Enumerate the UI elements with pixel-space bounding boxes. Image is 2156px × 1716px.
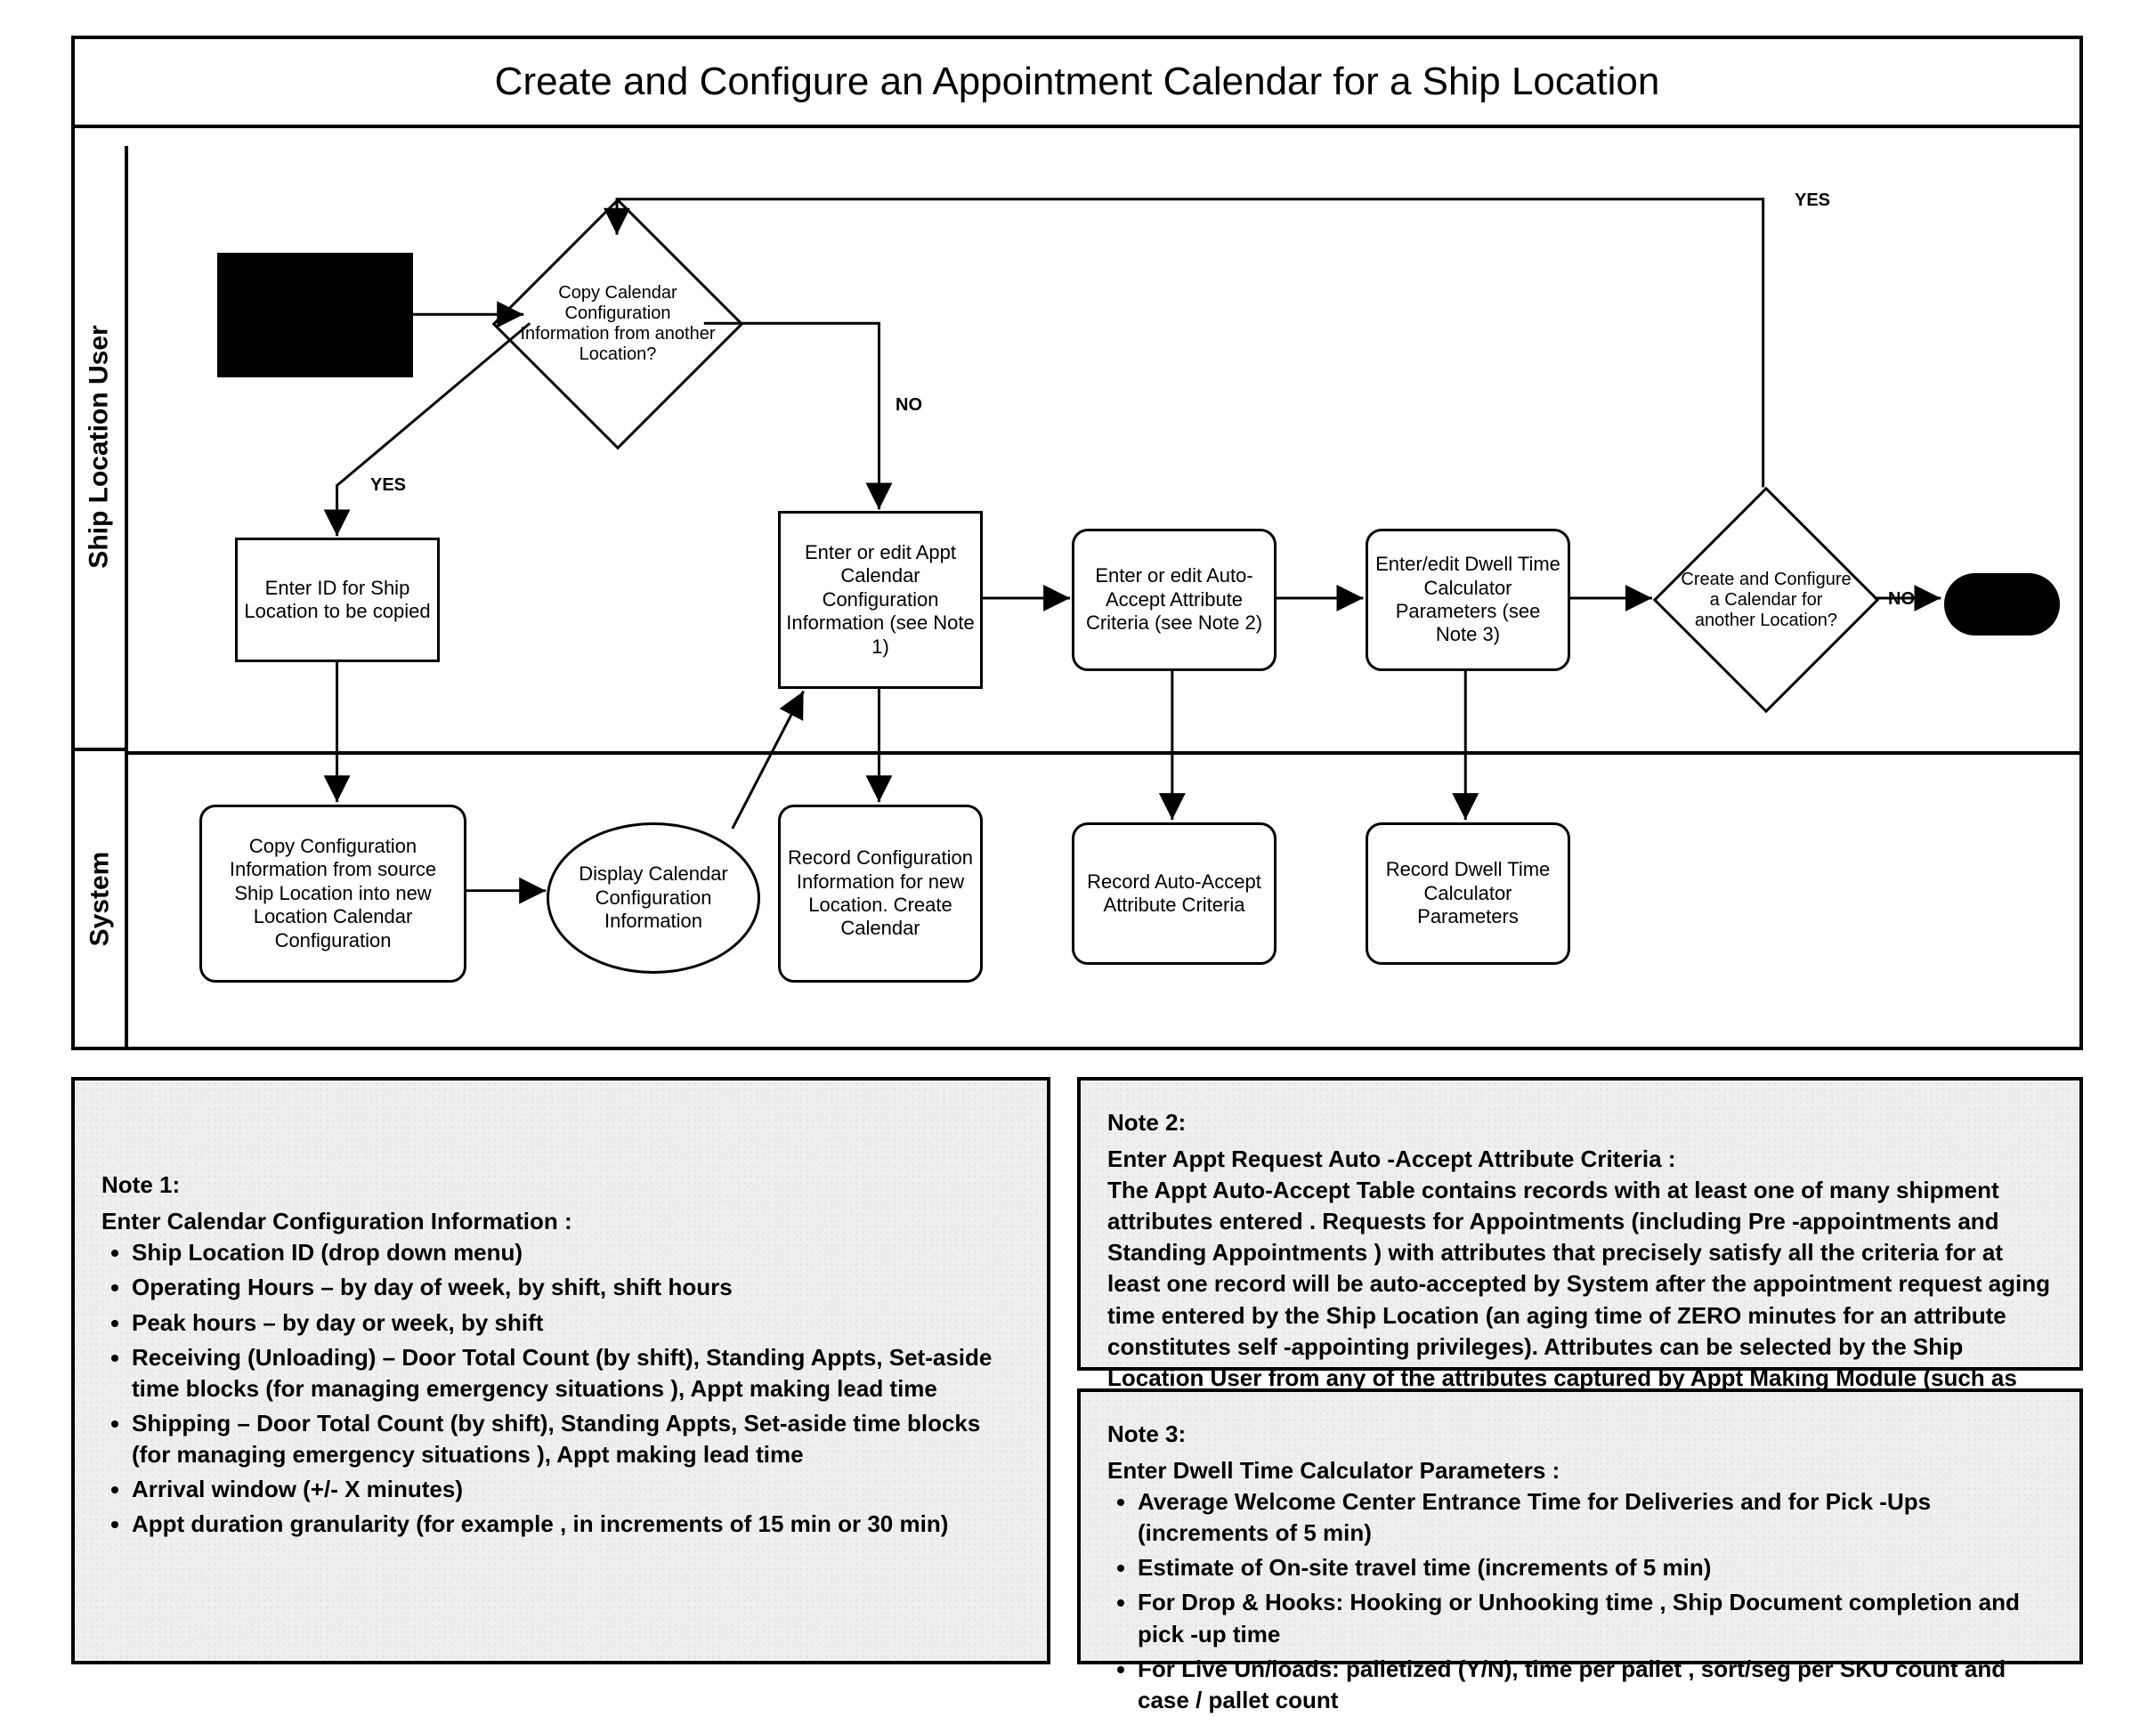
decision-another-text: Create and Configure a Calendar for anot… xyxy=(1668,520,1864,680)
note-3-item: For Live Un/loads: palletized (Y/N), tim… xyxy=(1138,1654,2053,1716)
note-1-item: Receiving (Unloading) – Door Total Count… xyxy=(132,1342,1020,1404)
note-2-subtitle: Enter Appt Request Auto -Accept Attribut… xyxy=(1107,1144,2053,1175)
edge-no-2: NO xyxy=(1886,589,1917,610)
end-node xyxy=(1944,573,2060,635)
lane-canvas: Copy Calendar Configuration Information … xyxy=(128,146,2079,1047)
decision-copy-text: Copy Calendar Configuration Information … xyxy=(511,235,725,413)
enter-config-node: Enter or edit Appt Calendar Configuratio… xyxy=(778,511,983,689)
lane-system-text: System xyxy=(85,852,115,947)
decision-copy: Copy Calendar Configuration Information … xyxy=(529,235,707,413)
note-3-subtitle: Enter Dwell Time Calculator Parameters : xyxy=(1107,1455,2053,1486)
note-2-body: The Appt Auto-Accept Table contains reco… xyxy=(1107,1175,2053,1425)
note-3-item: For Drop & Hooks: Hooking or Unhooking t… xyxy=(1138,1587,2053,1649)
copy-config-text: Copy Configuration Information from sour… xyxy=(207,835,458,952)
note-3-title: Note 3: xyxy=(1107,1419,2053,1450)
enter-auto-node: Enter or edit Auto-Accept Attribute Crit… xyxy=(1072,529,1277,671)
record-auto-text: Record Auto-Accept Attribute Criteria xyxy=(1080,870,1268,918)
decision-another: Create and Configure a Calendar for anot… xyxy=(1686,520,1846,680)
record-config-node: Record Configuration Information for new… xyxy=(778,805,983,983)
swimlanes: Ship Location User System Copy Calendar … xyxy=(75,146,2079,1047)
record-dwell-node: Record Dwell Time Calculator Parameters xyxy=(1366,822,1570,965)
edge-yes-1: YES xyxy=(369,475,408,496)
note-1-list: Ship Location ID (drop down menu) Operat… xyxy=(132,1237,1020,1540)
diagram-title: Create and Configure an Appointment Cale… xyxy=(75,39,2079,128)
note-1-subtitle: Enter Calendar Configuration Information… xyxy=(101,1206,1020,1237)
note-1-item: Shipping – Door Total Count (by shift), … xyxy=(132,1408,1020,1470)
edge-yes-2: YES xyxy=(1793,190,1832,211)
record-dwell-text: Record Dwell Time Calculator Parameters xyxy=(1374,858,1562,928)
note-1-item: Appt duration granularity (for example ,… xyxy=(132,1509,1020,1540)
note-1-title: Note 1: xyxy=(101,1170,1020,1201)
lane-label-system: System xyxy=(75,751,128,1047)
enter-id-text: Enter ID for Ship Location to be copied xyxy=(243,577,432,624)
record-auto-node: Record Auto-Accept Attribute Criteria xyxy=(1072,822,1277,965)
note-1-box: Note 1: Enter Calendar Configuration Inf… xyxy=(71,1077,1050,1664)
note-1-item: Operating Hours – by day of week, by shi… xyxy=(132,1272,1020,1303)
note-2-title: Note 2: xyxy=(1107,1107,2053,1138)
note-1-item: Peak hours – by day or week, by shift xyxy=(132,1307,1020,1339)
note-3-box: Note 3: Enter Dwell Time Calculator Para… xyxy=(1077,1388,2083,1664)
enter-dwell-text: Enter/edit Dwell Time Calculator Paramet… xyxy=(1374,553,1562,647)
note-1-item: Arrival window (+/- X minutes) xyxy=(132,1474,1020,1505)
enter-id-node: Enter ID for Ship Location to be copied xyxy=(235,538,440,662)
edge-no-1: NO xyxy=(894,395,924,416)
diagram-frame: Create and Configure an Appointment Cale… xyxy=(71,36,2083,1050)
lane-label-user: Ship Location User xyxy=(75,146,128,751)
note-1-item: Ship Location ID (drop down menu) xyxy=(132,1237,1020,1268)
note-3-list: Average Welcome Center Entrance Time for… xyxy=(1138,1486,2053,1716)
lane-user-text: Ship Location User xyxy=(85,325,115,568)
enter-dwell-node: Enter/edit Dwell Time Calculator Paramet… xyxy=(1366,529,1570,671)
enter-auto-text: Enter or edit Auto-Accept Attribute Crit… xyxy=(1080,564,1268,635)
note-3-item: Estimate of On-site travel time (increme… xyxy=(1138,1552,2053,1583)
note-3-item: Average Welcome Center Entrance Time for… xyxy=(1138,1486,2053,1549)
record-config-text: Record Configuration Information for new… xyxy=(786,846,975,941)
note-2-box: Note 2: Enter Appt Request Auto -Accept … xyxy=(1077,1077,2083,1371)
title-text: Create and Configure an Appointment Cale… xyxy=(495,60,1660,104)
start-node xyxy=(217,253,413,377)
enter-config-text: Enter or edit Appt Calendar Configuratio… xyxy=(786,541,975,659)
display-config-node: Display Calendar Configuration Informati… xyxy=(547,822,760,974)
display-config-text: Display Calendar Configuration Informati… xyxy=(555,862,752,933)
copy-config-node: Copy Configuration Information from sour… xyxy=(199,805,466,983)
